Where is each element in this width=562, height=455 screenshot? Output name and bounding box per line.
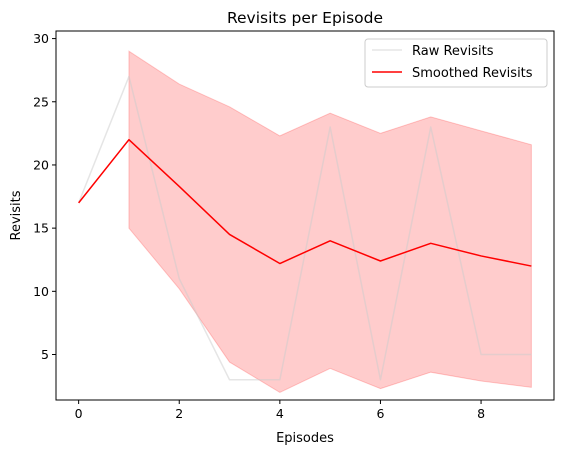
x-axis-ticks: 0 2 4 6 8	[75, 400, 485, 421]
x-axis-label: Episodes	[276, 431, 334, 446]
series-lines-layer	[77, 75, 532, 381]
x-tick-label: 8	[477, 406, 485, 421]
y-tick-label: 25	[33, 94, 49, 109]
legend-box	[364, 38, 548, 88]
series-line-smoothed-revisits	[78, 138, 532, 267]
confidence-band-layer	[128, 50, 532, 393]
y-tick-label: 15	[33, 221, 49, 236]
x-tick-label: 6	[376, 406, 384, 421]
x-tick-label: 4	[276, 406, 284, 421]
x-tick-label: 2	[175, 406, 183, 421]
y-tick-label: 5	[41, 347, 49, 362]
y-axis-ticks: 5 10 15 20 25 30	[33, 31, 56, 362]
y-axis-label: Revisits	[9, 190, 24, 240]
chart-title: Revisits per Episode	[227, 9, 383, 27]
confidence-band	[128, 50, 532, 393]
y-tick-label: 10	[33, 284, 49, 299]
series-line-raw-revisits	[77, 75, 532, 381]
y-tick-label: 20	[33, 157, 49, 172]
plot-frame	[55, 30, 555, 401]
legend-label-smoothed-revisits: Smoothed Revisits	[412, 66, 533, 81]
legend: Raw Revisits Smoothed Revisits	[364, 38, 548, 88]
y-tick-label: 30	[33, 31, 49, 46]
legend-label-raw-revisits: Raw Revisits	[412, 44, 494, 59]
x-tick-label: 0	[75, 406, 83, 421]
